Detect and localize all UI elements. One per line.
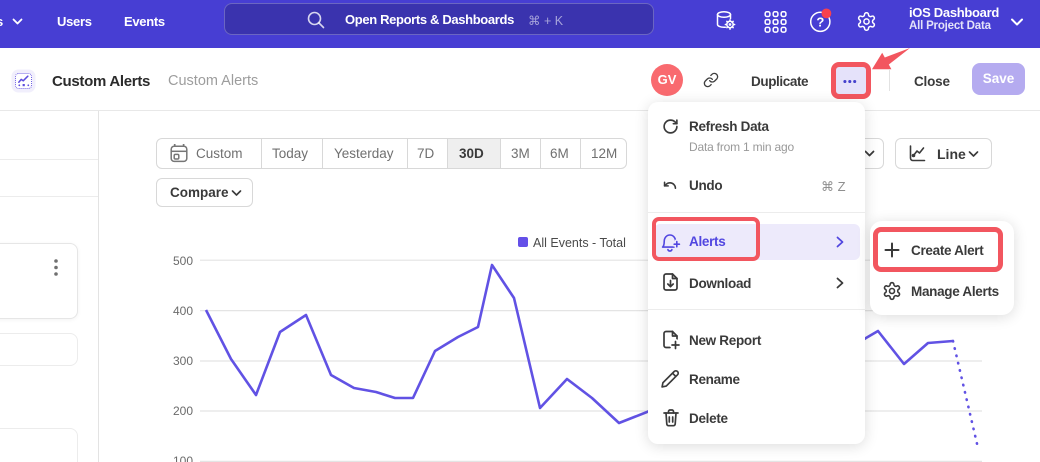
svg-text:400: 400 bbox=[173, 304, 193, 318]
svg-text:100: 100 bbox=[173, 454, 193, 462]
svg-text:300: 300 bbox=[173, 354, 193, 368]
svg-text:?: ? bbox=[816, 15, 824, 30]
svg-text:200: 200 bbox=[173, 404, 193, 418]
svg-text:500: 500 bbox=[173, 254, 193, 268]
